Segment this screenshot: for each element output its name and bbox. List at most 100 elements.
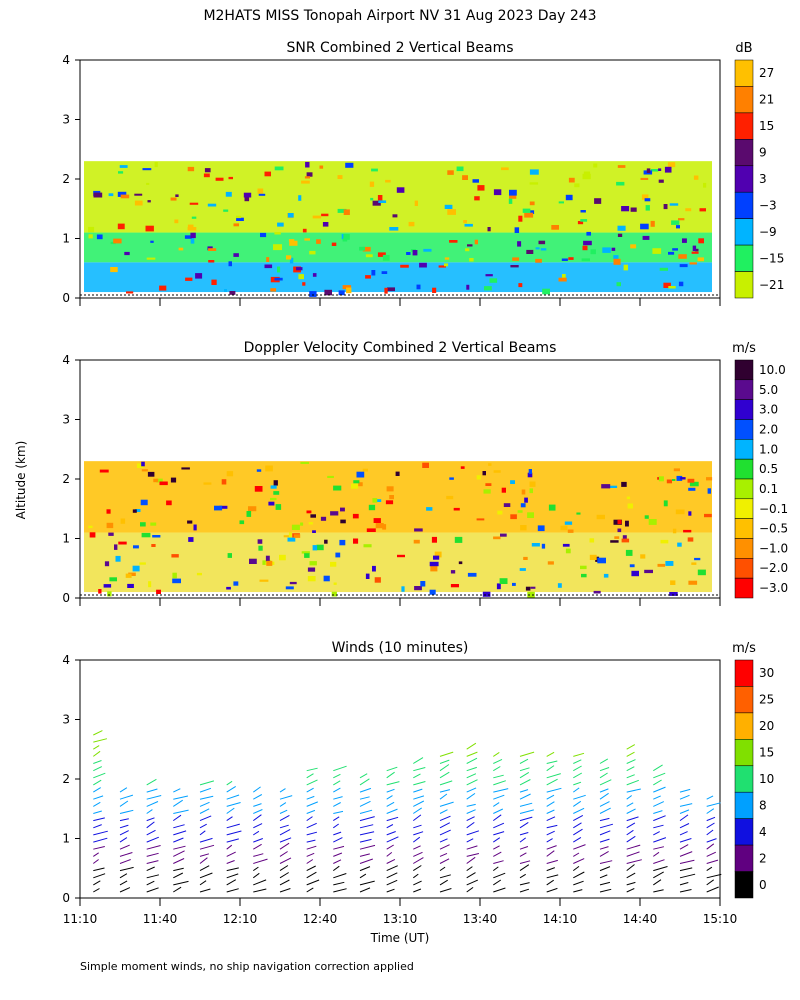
snr-cell bbox=[658, 168, 662, 171]
wind-barb bbox=[93, 830, 108, 836]
wind-barb bbox=[439, 829, 451, 836]
snr-cell bbox=[697, 257, 704, 262]
wind-barb bbox=[679, 851, 693, 857]
wind-barb bbox=[413, 767, 426, 772]
snr-cell bbox=[558, 277, 567, 282]
winds-colorbar-label: 2 bbox=[759, 851, 767, 865]
snr-cell bbox=[316, 239, 321, 244]
doppler-cell bbox=[510, 514, 517, 520]
doppler-cell bbox=[134, 509, 141, 512]
wind-barb bbox=[253, 838, 263, 843]
doppler-cell bbox=[488, 463, 492, 466]
snr-cell bbox=[676, 225, 680, 229]
wind-barb bbox=[466, 866, 473, 872]
snr-cell bbox=[270, 288, 277, 292]
doppler-cell bbox=[547, 561, 554, 565]
snr-cell bbox=[698, 238, 704, 244]
doppler-cell bbox=[125, 573, 132, 578]
wind-barb bbox=[413, 845, 421, 850]
snr-cell bbox=[233, 253, 239, 257]
snr-cell bbox=[369, 181, 375, 187]
winds-colorbar-label: 30 bbox=[759, 666, 774, 680]
wind-barb bbox=[413, 888, 422, 893]
wind-barb bbox=[333, 810, 344, 814]
wind-barb bbox=[413, 807, 422, 814]
wind-barb bbox=[653, 786, 666, 793]
snr-cell bbox=[96, 234, 103, 240]
snr-cell bbox=[204, 168, 211, 173]
wind-barb bbox=[333, 796, 343, 800]
snr-cell bbox=[469, 258, 474, 262]
snr-cell bbox=[385, 179, 391, 183]
wind-barb bbox=[93, 779, 102, 786]
snr-cell bbox=[208, 260, 215, 263]
y-axis-label: Altitude (km) bbox=[14, 441, 28, 520]
snr-cell bbox=[485, 274, 493, 277]
wind-barb bbox=[279, 788, 286, 793]
snr-cell bbox=[474, 196, 480, 201]
wind-barb bbox=[466, 886, 474, 893]
doppler-cell bbox=[422, 462, 429, 468]
snr-cell bbox=[264, 171, 271, 177]
wind-barb bbox=[706, 829, 714, 836]
doppler-cell bbox=[688, 487, 696, 491]
snr-cell bbox=[551, 225, 559, 230]
wind-barb bbox=[439, 879, 448, 886]
wind-barb bbox=[519, 809, 534, 814]
snr-cell bbox=[667, 162, 676, 168]
wind-barb bbox=[146, 874, 160, 879]
doppler-cell bbox=[227, 553, 232, 558]
snr-cell bbox=[518, 215, 523, 222]
wind-barb bbox=[626, 766, 635, 772]
wind-barb bbox=[93, 824, 102, 829]
doppler-cell bbox=[414, 528, 423, 532]
snr-cell bbox=[377, 195, 383, 201]
snr-cell bbox=[449, 240, 458, 243]
wind-barb bbox=[199, 787, 212, 793]
wind-barb bbox=[519, 852, 527, 857]
snr-cell bbox=[142, 168, 152, 171]
wind-barb bbox=[279, 879, 290, 886]
winds-colorbar-label: 0 bbox=[759, 878, 767, 892]
doppler-cell bbox=[476, 475, 481, 480]
wind-barb bbox=[306, 831, 318, 836]
wind-barb bbox=[573, 814, 584, 822]
wind-barb bbox=[573, 800, 582, 807]
doppler-cell bbox=[517, 510, 523, 513]
snr-cell bbox=[371, 168, 378, 172]
wind-barb bbox=[173, 845, 186, 850]
doppler-colorbar-swatch bbox=[734, 538, 754, 559]
doppler-cell bbox=[512, 582, 516, 586]
wind-barb bbox=[466, 773, 477, 779]
doppler-cell bbox=[622, 535, 627, 540]
snr-cell bbox=[342, 285, 352, 290]
snr-cell bbox=[414, 200, 418, 206]
wind-barb bbox=[546, 778, 558, 786]
wind-barb bbox=[599, 860, 613, 864]
snr-cell bbox=[617, 225, 626, 231]
snr-cell bbox=[562, 274, 566, 279]
doppler-cell bbox=[287, 537, 296, 542]
wind-barb bbox=[253, 803, 262, 807]
snr-cell bbox=[195, 273, 203, 279]
wind-barb bbox=[119, 794, 134, 800]
wind-barb bbox=[599, 807, 611, 814]
wind-barb bbox=[306, 871, 317, 879]
snr-cell bbox=[170, 197, 177, 201]
wind-barb bbox=[173, 850, 185, 857]
wind-barb bbox=[199, 823, 207, 829]
snr-cell bbox=[691, 251, 699, 254]
wind-barb bbox=[573, 759, 582, 764]
wind-barb bbox=[706, 851, 717, 857]
figure-title: M2HATS MISS Tonopah Airport NV 31 Aug 20… bbox=[203, 8, 596, 24]
snr-cell bbox=[319, 165, 324, 169]
wind-barb bbox=[93, 880, 101, 886]
doppler-cell bbox=[676, 475, 683, 481]
doppler-cell bbox=[669, 592, 678, 596]
snr-cell bbox=[312, 273, 317, 277]
snr-cell bbox=[277, 222, 284, 227]
snr-cell bbox=[617, 233, 623, 237]
wind-barb bbox=[173, 867, 184, 872]
wind-barb bbox=[226, 794, 240, 800]
doppler-colorbar-label: 2.0 bbox=[759, 422, 778, 436]
